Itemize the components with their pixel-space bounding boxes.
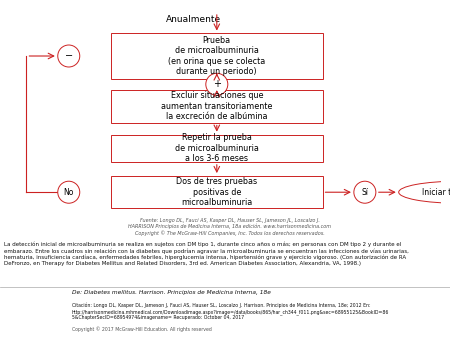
Text: Iniciar tratamiento: Iniciar tratamiento xyxy=(422,188,450,197)
Text: +: + xyxy=(213,79,221,89)
Text: Sí: Sí xyxy=(361,188,369,197)
Text: Dos de tres pruebas
positivas de
microalbuminuria: Dos de tres pruebas positivas de microal… xyxy=(176,177,257,207)
FancyBboxPatch shape xyxy=(111,176,323,209)
FancyBboxPatch shape xyxy=(111,33,323,78)
Text: Mc
Graw
Hill
Education: Mc Graw Hill Education xyxy=(13,289,59,330)
Ellipse shape xyxy=(206,73,228,95)
Text: De: Diabetes mellitus. Harrison. Principios de Medicina Interna, 18e: De: Diabetes mellitus. Harrison. Princip… xyxy=(72,290,271,295)
Text: Excluir situaciones que
aumentan transitoriamente
la excreción de albúmina: Excluir situaciones que aumentan transit… xyxy=(161,91,273,121)
Text: La detección inicial de microalbuminuria se realiza en sujetos con DM tipo 1, du: La detección inicial de microalbuminuria… xyxy=(4,242,410,266)
Text: Copyright © 2017 McGraw-Hill Education. All rights reserved: Copyright © 2017 McGraw-Hill Education. … xyxy=(72,326,212,332)
Ellipse shape xyxy=(58,181,80,203)
Text: Prueba
de microalbuminuria
(en orina que se colecta
durante un periodo): Prueba de microalbuminuria (en orina que… xyxy=(168,36,266,76)
Ellipse shape xyxy=(399,181,450,203)
FancyBboxPatch shape xyxy=(111,90,323,123)
Text: No: No xyxy=(63,188,74,197)
Ellipse shape xyxy=(58,45,80,67)
Text: Citación: Longo DL, Kasper DL, Jameson J, Fauci AS, Hauser SL, Loscalzo J. Harri: Citación: Longo DL, Kasper DL, Jameson J… xyxy=(72,303,389,320)
Text: Anualmente: Anualmente xyxy=(166,15,221,24)
FancyBboxPatch shape xyxy=(111,135,323,162)
Text: Repetir la prueba
de microalbuminuria
a los 3-6 meses: Repetir la prueba de microalbuminuria a … xyxy=(175,133,259,163)
Ellipse shape xyxy=(354,181,376,203)
Text: Fuente: Longo DL, Fauci AS, Kasper DL, Hauser SL, Jameson JL, Loscalzo J.
HARRIS: Fuente: Longo DL, Fauci AS, Kasper DL, H… xyxy=(128,218,331,236)
Text: −: − xyxy=(65,51,73,61)
